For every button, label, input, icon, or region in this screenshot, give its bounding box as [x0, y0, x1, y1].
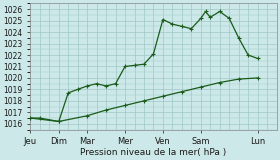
X-axis label: Pression niveau de la mer( hPa ): Pression niveau de la mer( hPa )	[80, 148, 227, 156]
